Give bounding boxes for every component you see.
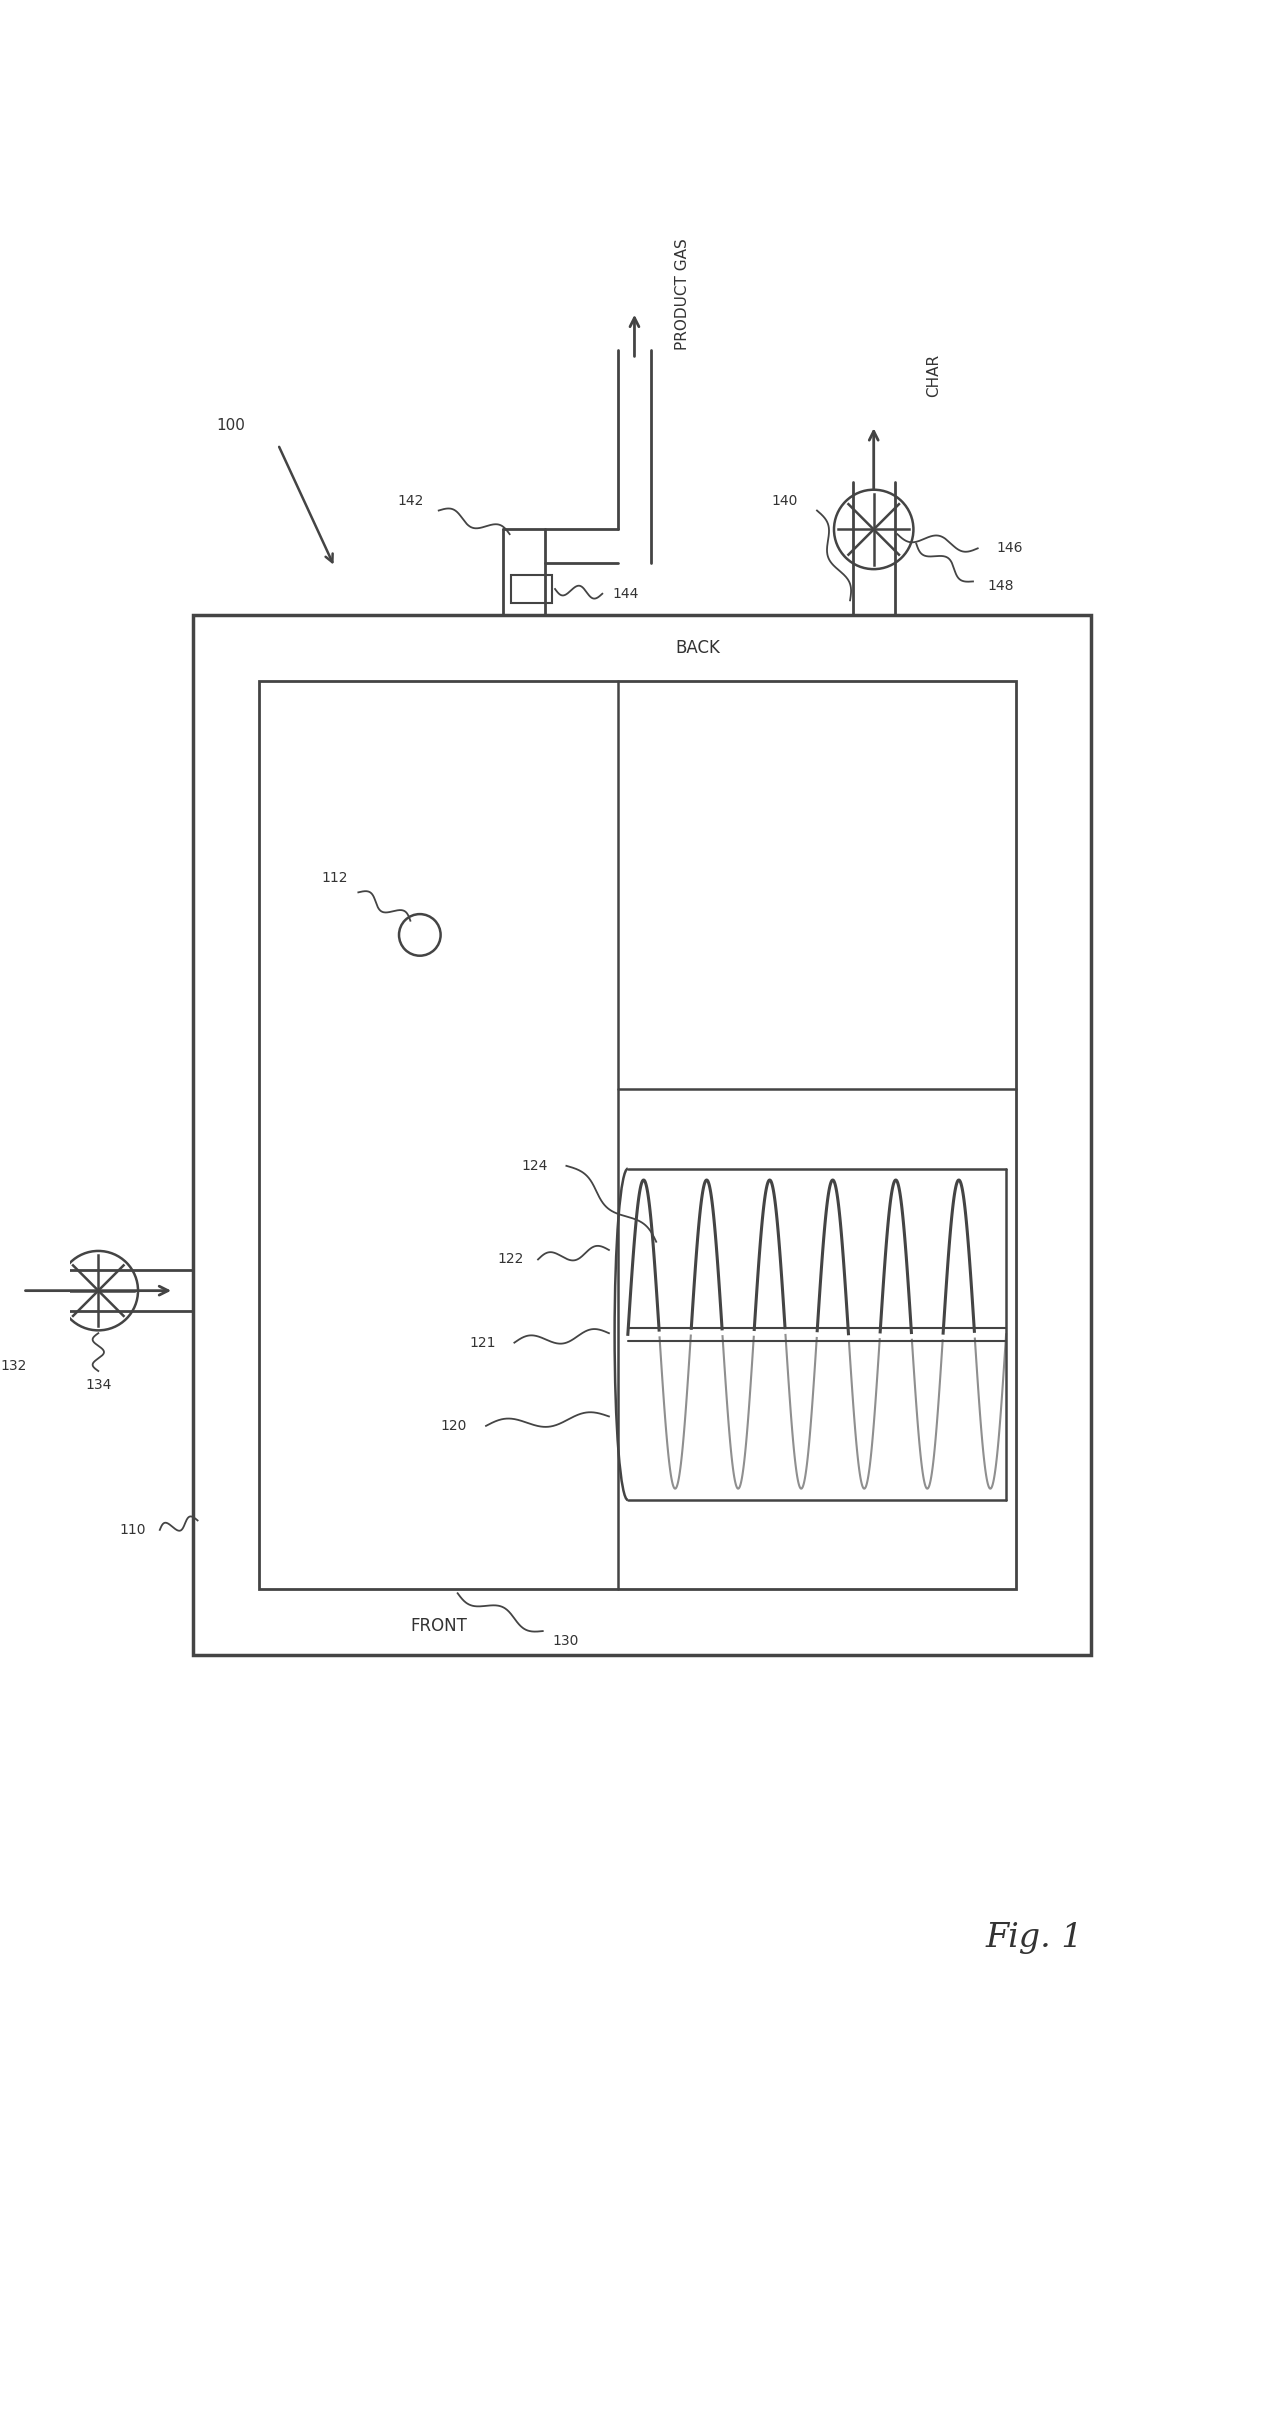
Text: 122: 122	[498, 1251, 523, 1266]
Text: 144: 144	[612, 586, 639, 600]
Text: 140: 140	[772, 493, 799, 508]
Text: 121: 121	[469, 1336, 495, 1349]
Text: 112: 112	[322, 872, 349, 885]
Text: 124: 124	[521, 1159, 548, 1174]
Text: 146: 146	[997, 542, 1024, 556]
Text: 130: 130	[552, 1633, 579, 1648]
Text: BACK: BACK	[675, 639, 720, 656]
Text: 134: 134	[85, 1378, 112, 1392]
Text: FRONT: FRONT	[410, 1618, 467, 1635]
Text: 100: 100	[216, 418, 246, 433]
Text: CHAR: CHAR	[926, 355, 941, 396]
Text: 120: 120	[441, 1419, 467, 1434]
Bar	[258, 680, 1016, 1589]
Text: 110: 110	[120, 1524, 145, 1536]
Text: 142: 142	[397, 493, 423, 508]
Text: PRODUCT GAS: PRODUCT GAS	[675, 238, 691, 350]
Bar	[511, 576, 552, 603]
Text: Fig. 1: Fig. 1	[985, 1922, 1083, 1954]
Text: 148: 148	[988, 578, 1013, 593]
Text: 132: 132	[0, 1358, 27, 1373]
Bar	[193, 615, 1092, 1655]
